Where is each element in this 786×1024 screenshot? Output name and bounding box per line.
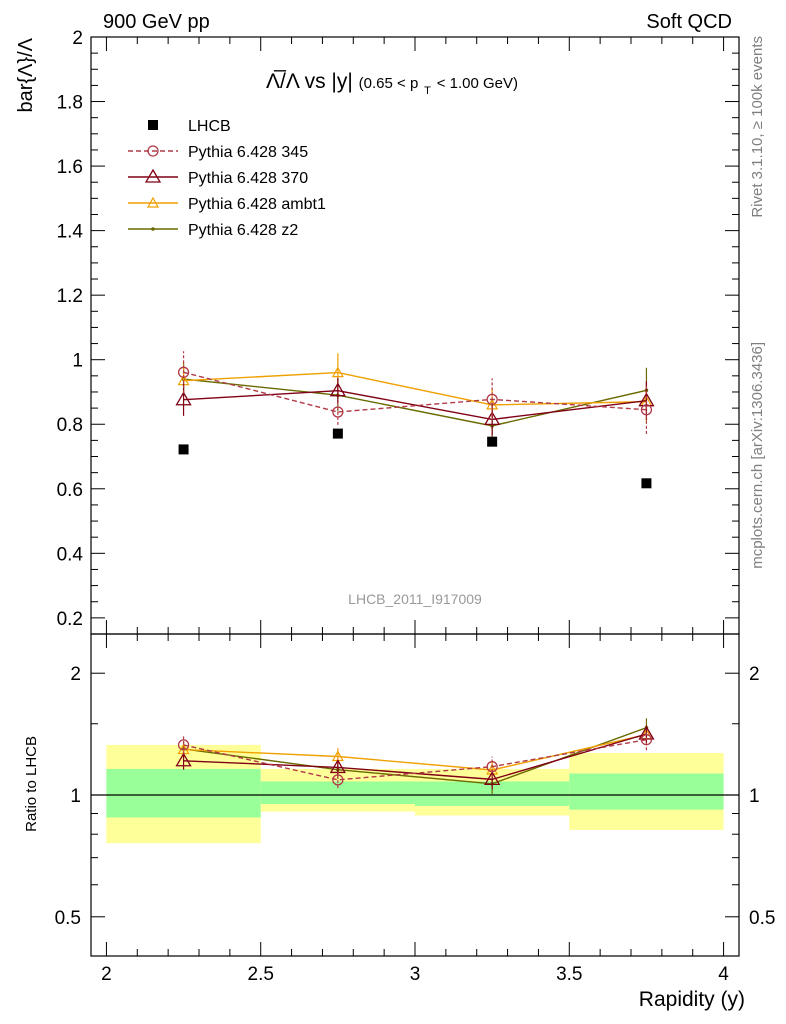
ratio-ytick-label-left: 0.5 — [55, 908, 81, 929]
title-sub-index: T — [424, 85, 431, 97]
title-main: Λ̅/Λ vs |y| (0.65 < p T < 1.00 GeV) — [266, 70, 518, 99]
x-tick-label: 2 — [101, 964, 112, 985]
ratio-ytick-label-left: 1 — [70, 786, 81, 807]
x-tick-label: 3 — [410, 964, 421, 985]
data-point — [641, 478, 652, 489]
data-point — [332, 406, 344, 418]
ratio-ytick-label-left: 2 — [70, 664, 81, 685]
legend-item: Pythia 6.428 370 — [128, 168, 308, 187]
inner-band — [106, 768, 261, 818]
ratio-point — [484, 771, 501, 786]
main-ytick-label: 2 — [72, 28, 83, 49]
ratio-line — [183, 727, 647, 785]
x-tick-label: 2.5 — [248, 964, 274, 985]
ratio-line — [183, 738, 647, 781]
mcplots-label: mcplots.cern.ch [arXiv:1306.3436] — [749, 342, 766, 569]
legend-label: Pythia 6.428 370 — [188, 170, 308, 187]
title-sub-end: < 1.00 GeV) — [437, 75, 518, 92]
ratio-series-0 — [177, 729, 653, 789]
inner-band — [260, 781, 415, 805]
legend-marker — [147, 145, 159, 157]
main-ytick-label: 0.6 — [57, 480, 83, 501]
ratio-panel: 0.5 0.5 1 1 2 2 2 2.5 3 3.5 4 Ratio to LHCB Rapidi… — [23, 633, 775, 1011]
ratio-ytick-label-right: 2 — [749, 664, 760, 685]
data-point — [484, 411, 501, 426]
ratio-point — [640, 734, 653, 746]
x-axis-label: Rapidity (y) — [639, 988, 745, 1011]
header-right: Soft QCD — [646, 11, 732, 33]
data-point — [332, 428, 343, 439]
data-point — [175, 391, 192, 406]
inner-band — [569, 773, 724, 810]
legend-marker — [146, 196, 160, 208]
data-point — [486, 393, 498, 406]
header-left: 900 GeV pp — [103, 11, 210, 33]
legend-label: LHCB — [188, 118, 231, 135]
rivet-label: Rivet 3.1.10, ≥ 100k events — [749, 36, 766, 218]
ratio-point — [175, 752, 192, 767]
ratio-ytick-label-right: 1 — [749, 786, 760, 807]
legend-marker — [144, 168, 162, 183]
data-point — [178, 444, 189, 455]
series-line — [183, 371, 647, 413]
series-line — [183, 371, 647, 406]
series-line — [183, 378, 647, 427]
data-point — [329, 382, 346, 397]
data-point — [177, 366, 190, 378]
ratio-point — [177, 739, 190, 751]
main-ytick-label: 0.2 — [57, 609, 83, 630]
main-ytick-label: 0.8 — [57, 415, 83, 436]
x-tick-label: 3.5 — [556, 964, 582, 985]
main-ytick-label: 1 — [72, 351, 83, 372]
legend-label: Pythia 6.428 z2 — [188, 222, 298, 239]
ratio-point — [332, 774, 344, 786]
legend-marker — [148, 120, 158, 130]
ratio-frame — [90, 633, 740, 957]
main-ytick-label: 1.4 — [57, 222, 84, 243]
main-panel: 0.2 0.4 0.6 0.8 1 1.2 1.4 1.6 1.8 2 bar{Λ}/Λ LHCB… — [15, 28, 740, 635]
data-point — [331, 366, 344, 378]
ratio-line — [183, 733, 647, 771]
data-point — [487, 436, 498, 447]
data-point — [638, 392, 655, 407]
title-sub-text: (0.65 < p — [359, 75, 419, 92]
watermark: LHCB_2011_I917009 — [348, 591, 482, 607]
main-ylabel: bar{Λ}/Λ — [15, 37, 37, 112]
legend-item: Pythia 6.428 z2 — [128, 222, 298, 239]
ratio-ytick-label-right: 0.5 — [749, 908, 775, 929]
main-ytick-label: 1.2 — [57, 286, 83, 307]
legend-item: LHCB — [148, 118, 231, 135]
ratio-point — [486, 761, 498, 773]
main-ytick-label: 1.8 — [57, 93, 83, 114]
data-point — [640, 404, 653, 416]
legend-item: Pythia 6.428 345 — [128, 144, 308, 161]
legend: LHCB Pythia 6.428 345 Pythia 6.428 370 Pyth… — [128, 118, 326, 239]
main-ytick-label: 0.4 — [57, 544, 84, 565]
main-ytick-label: 1.6 — [57, 157, 83, 178]
legend-marker — [151, 227, 155, 231]
x-tick-label: 4 — [718, 964, 729, 985]
title-main-text: Λ̅/Λ vs |y| — [266, 70, 353, 93]
ratio-ylabel: Ratio to LHCB — [23, 736, 40, 832]
legend-item: Pythia 6.428 ambt1 — [128, 196, 326, 213]
legend-label: Pythia 6.428 345 — [188, 144, 308, 161]
series-1 — [177, 351, 653, 434]
legend-label: Pythia 6.428 ambt1 — [188, 196, 326, 213]
chart-title: Λ̅/Λ vs |y| (0.65 < p T < 1.00 GeV) — [266, 70, 518, 99]
series-0 — [178, 428, 652, 489]
